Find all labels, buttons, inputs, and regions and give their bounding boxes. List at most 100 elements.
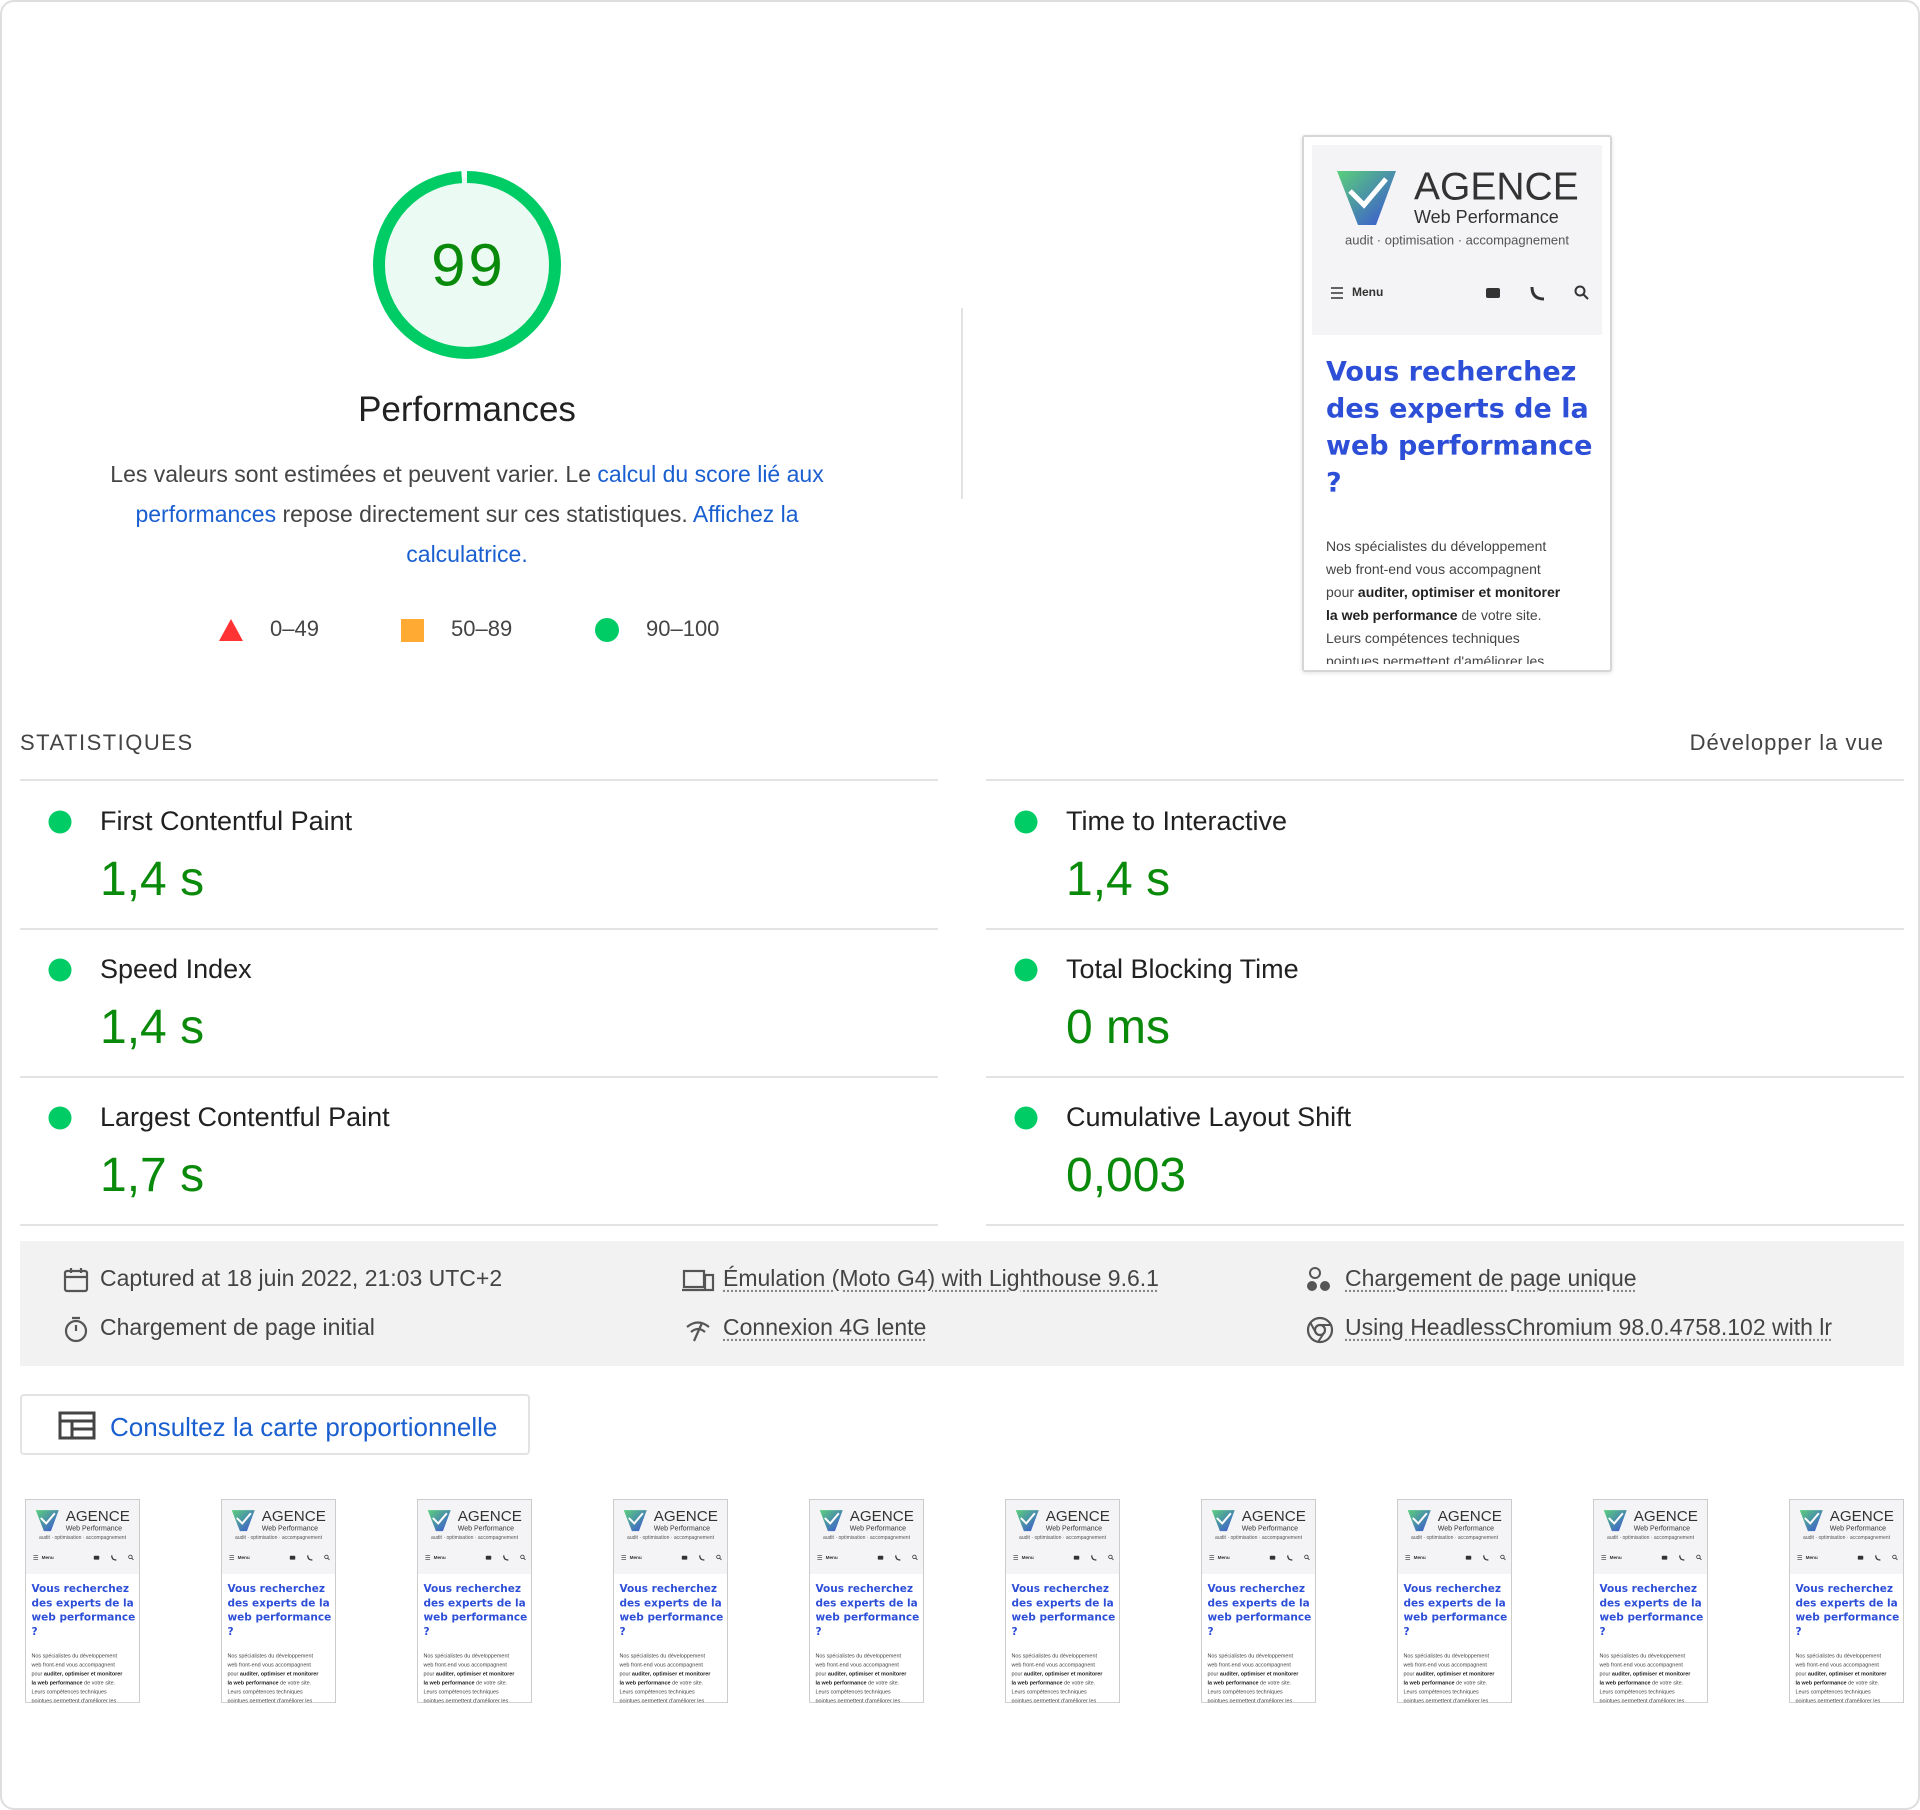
calculator-link[interactable]: Affichez la calculatrice.	[406, 501, 799, 567]
icon-shape	[58, 1411, 96, 1440]
icon-shape	[686, 1321, 710, 1333]
thumbnail-content: AGENCE Web Performance audit · optimisat…	[222, 1500, 335, 1703]
paragraph: Nos spécialistes du développement web fro…	[1402, 1654, 1495, 1703]
metric-value: 1,4 s	[100, 1001, 205, 1054]
phone-icon	[1530, 286, 1545, 301]
metric-value: 0 ms	[1066, 1001, 1171, 1054]
score-calc-link[interactable]: calcul du score lié aux performances	[135, 461, 824, 527]
paragraph-text: pour	[1599, 1672, 1611, 1678]
thumbnail: AGENCE Web Performance audit · optimisat…	[614, 1500, 727, 1703]
paragraph-text: de votre site.	[1455, 1681, 1488, 1687]
thumbnail: AGENCE Web Performance audit · optimisat…	[1790, 1500, 1903, 1703]
paragraph-text: de votre site.	[671, 1681, 704, 1687]
paragraph-text: pour	[1326, 584, 1358, 600]
dot	[48, 958, 72, 982]
paragraph-text: pointues permettent d'améliorer les	[619, 1699, 704, 1703]
icon-shape	[63, 1269, 89, 1293]
heading: Vous recherchez des experts de la web perf…	[1403, 1583, 1507, 1638]
heading-line: Vous recherchez	[1795, 1583, 1893, 1595]
paragraph-text: de votre site.	[1259, 1681, 1292, 1687]
tagline: audit · optimisation · accompagnement	[1803, 1535, 1891, 1541]
heading-line: ?	[31, 1626, 37, 1638]
paragraph-text: Leurs compétences techniques	[1795, 1690, 1871, 1696]
score-value: 99	[430, 233, 504, 304]
paragraph-line: la web performance de votre site.	[1011, 1681, 1095, 1687]
heading-line: Vous recherchez	[1011, 1583, 1109, 1595]
final-screenshot: AGENCE Web Performance audit · optimisat…	[1302, 135, 1612, 672]
paragraph-text: pour	[1795, 1672, 1807, 1678]
search-icon	[324, 1554, 329, 1560]
brand-sub: Web Performance	[850, 1525, 906, 1532]
paragraph-line: Leurs compétences techniques	[619, 1690, 695, 1696]
paragraph-text: pointues permettent d'améliorer les	[1403, 1699, 1488, 1703]
paragraph-line: web front-end vous accompagnent	[1794, 1663, 1879, 1669]
paragraph-text: auditer, optimiser et monitorer	[1024, 1672, 1103, 1678]
paragraph-text: la web performance	[31, 1681, 82, 1687]
icon-shape	[703, 1273, 715, 1292]
logo-check	[1608, 1512, 1624, 1525]
network-icon	[686, 1321, 710, 1342]
search-icon	[1574, 285, 1586, 297]
logo-check	[1216, 1512, 1232, 1525]
paragraph-line: pointues permettent d'améliorer les	[1011, 1699, 1096, 1703]
button-label[interactable]: Consultez la carte proportionnelle	[110, 1412, 498, 1442]
tagline: audit · optimisation · accompagnement	[235, 1535, 323, 1541]
logo-check	[1020, 1512, 1036, 1525]
brand: AGENCE	[1242, 1508, 1306, 1525]
paragraph-text: Leurs compétences techniques	[31, 1690, 107, 1696]
menu-label: Menu	[1414, 1555, 1426, 1560]
single-load-icon	[1307, 1267, 1330, 1291]
logo-check	[40, 1512, 56, 1525]
search-icon	[716, 1554, 721, 1560]
paragraph-text: pointues permettent d'améliorer les	[423, 1699, 508, 1703]
paragraph-text: de votre site.	[475, 1681, 508, 1687]
env-link[interactable]: Chargement de page unique	[1345, 1265, 1637, 1291]
env-link[interactable]: Connexion 4G lente	[723, 1314, 927, 1340]
filmstrip-frame: AGENCE Web Performance audit · optimisat…	[1789, 1499, 1904, 1703]
env-link[interactable]: Using HeadlessChromium 98.0.4758.102 wit…	[1345, 1314, 1833, 1340]
filmstrip-frame: AGENCE Web Performance audit · optimisat…	[613, 1499, 728, 1703]
paragraph-line: la web performance de votre site.	[31, 1681, 115, 1687]
logo-check	[236, 1512, 252, 1525]
divider	[20, 779, 938, 781]
paragraph-text: Nos spécialistes du développement	[1795, 1654, 1881, 1660]
paragraph-line: pour auditer, optimiser et monitorer	[31, 1672, 123, 1678]
treemap-button[interactable]: Consultez la carte proportionnelle	[20, 1394, 530, 1455]
mail-icon	[93, 1555, 100, 1560]
paragraph: Nos spécialistes du développement web fro…	[1010, 1654, 1103, 1703]
paragraph-text: auditer, optimiser et monitorer	[1612, 1672, 1691, 1678]
paragraph: Nos spécialistes du développement web fro…	[226, 1654, 319, 1702]
search-icon	[327, 1557, 330, 1561]
icon-shape	[1307, 1281, 1317, 1291]
paragraph-text: web front-end vous accompagnent	[1206, 1663, 1291, 1669]
search-icon	[1500, 1554, 1505, 1560]
divider	[20, 928, 938, 930]
heading-line: des experts de la	[1326, 394, 1589, 425]
heading-line: web performance	[227, 1612, 331, 1624]
mail-icon	[681, 1555, 688, 1560]
paragraph-text: auditer, optimiser et monitorer	[1358, 584, 1561, 600]
paragraph-text: web front-end vous accompagnent	[1010, 1663, 1095, 1669]
brand: AGENCE	[262, 1508, 326, 1525]
expand-toggle[interactable]: Développer la vue	[1689, 730, 1884, 755]
heading-line: Vous recherchez	[1326, 357, 1576, 388]
heading: Vous recherchez des experts de la web perf…	[423, 1583, 527, 1638]
heading-line: Vous recherchez	[619, 1583, 717, 1595]
phone-icon	[1875, 1555, 1881, 1561]
screenshot-content: AGENCE Web Performance audit · optimisat…	[1312, 145, 1602, 664]
paragraph-line: pour auditer, optimiser et monitorer	[1207, 1672, 1299, 1678]
calendar-icon	[63, 1268, 89, 1293]
heading-line: ?	[1403, 1626, 1409, 1638]
divider	[986, 1076, 1904, 1078]
filmstrip-frame: AGENCE Web Performance audit · optimisat…	[1201, 1499, 1316, 1703]
heading-line: web performance	[1403, 1612, 1507, 1624]
icon-shape	[1309, 1267, 1321, 1279]
paragraph-line: la web performance de votre site.	[227, 1681, 311, 1687]
paragraph: Nos spécialistes du développement web fro…	[1206, 1654, 1299, 1702]
env-link[interactable]: Émulation (Moto G4) with Lighthouse 9.6.…	[723, 1265, 1159, 1291]
filmstrip-frame: AGENCE Web Performance audit · optimisat…	[25, 1499, 140, 1703]
heading-line: ?	[619, 1626, 625, 1638]
paragraph-line: pointues permettent d'améliorer les	[619, 1699, 704, 1703]
hamburger-icon	[621, 1555, 627, 1560]
paragraph-line: pour auditer, optimiser et monitorer	[1326, 584, 1561, 600]
